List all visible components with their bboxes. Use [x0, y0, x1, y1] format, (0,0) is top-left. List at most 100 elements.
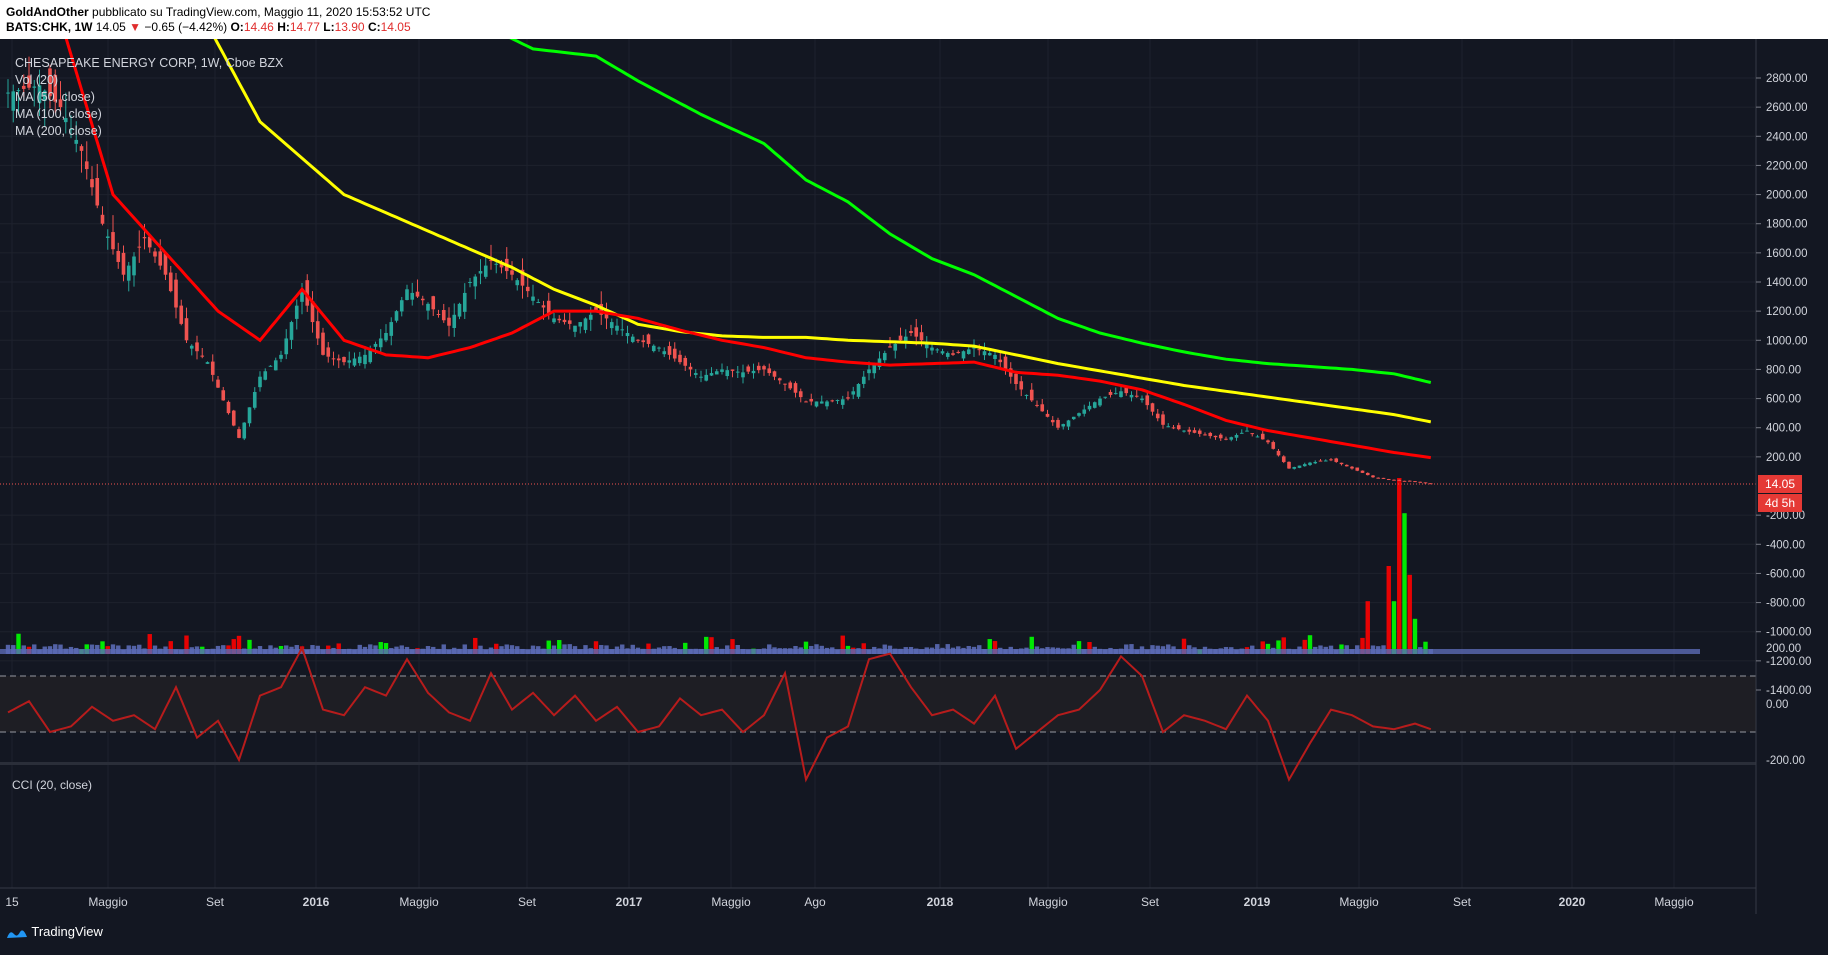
candle-body — [305, 280, 310, 306]
candle-body — [447, 317, 451, 326]
candle-body — [499, 261, 504, 268]
cci-axis[interactable]: 200.00 0.00 -200.00 — [1766, 643, 1805, 767]
candle-body — [242, 422, 247, 439]
volume-bar — [704, 636, 709, 654]
candle-body — [74, 139, 79, 144]
candle-body — [1318, 460, 1323, 462]
footer-brand[interactable]: TradingView — [31, 924, 103, 939]
legend-ma100[interactable]: MA (100, close) — [15, 107, 102, 121]
volume-bar — [992, 641, 998, 654]
candle-body — [1407, 480, 1412, 482]
volume-bar — [147, 634, 152, 654]
candle-body — [525, 286, 530, 292]
down-arrow-icon: ▼ — [129, 20, 142, 34]
candle-body — [494, 263, 499, 265]
candle-body — [1234, 435, 1239, 438]
time-tick-label: Ago — [804, 895, 826, 909]
candle-body — [672, 348, 677, 359]
candle-body — [599, 303, 604, 315]
candle-body — [567, 320, 572, 324]
volume-bar — [168, 641, 173, 654]
candle-body — [1003, 356, 1008, 370]
candle-body — [100, 214, 105, 224]
author[interactable]: GoldAndOther — [6, 5, 89, 19]
candle-body — [998, 359, 1003, 363]
candle-body — [578, 322, 583, 327]
candle-body — [326, 347, 331, 357]
candle-body — [1350, 466, 1354, 469]
candle-body — [1339, 462, 1344, 465]
volume-bar — [1365, 601, 1370, 654]
candle-body — [788, 382, 793, 389]
candle-body — [105, 236, 110, 238]
candle-body — [620, 329, 625, 331]
candle-body — [336, 358, 341, 361]
candle-body — [420, 298, 425, 301]
candle-body — [1014, 373, 1018, 384]
legend-ma200[interactable]: MA (200, close) — [15, 124, 102, 138]
price-axis[interactable]: 2800.00 2600.00 2400.00 2200.00 2000.00 1800.… — [1756, 73, 1811, 697]
candle-body — [804, 401, 808, 403]
candle-body — [798, 391, 803, 398]
candle-body — [300, 289, 304, 302]
candle-body — [683, 357, 688, 366]
time-tick-label: Set — [206, 895, 225, 909]
candle-body — [1323, 460, 1328, 462]
volume-bar — [494, 643, 499, 654]
volume-bar — [1360, 637, 1365, 654]
close-label: C: — [367, 20, 381, 34]
candle-body — [1203, 434, 1207, 436]
candle-body — [945, 353, 950, 357]
volume-bar — [709, 637, 714, 654]
price-tick-label: 1000.00 — [1766, 335, 1808, 347]
price-tick-label: -200.00 — [1766, 510, 1805, 522]
candle-body — [310, 301, 315, 323]
candle-body — [515, 280, 520, 286]
candle-body — [63, 118, 68, 123]
candle-body — [1255, 436, 1260, 438]
candle-body — [867, 369, 871, 374]
tradingview-logo-icon — [7, 929, 27, 938]
candle-body — [394, 311, 399, 321]
candle-body — [321, 332, 325, 355]
price-tick-label: 2400.00 — [1766, 131, 1808, 143]
legend-vol[interactable]: Vol (20) — [15, 73, 59, 87]
candle-body — [1360, 470, 1365, 473]
candle-body — [956, 351, 961, 354]
candle-body — [546, 300, 551, 313]
candle-body — [84, 161, 89, 170]
candle-body — [1124, 387, 1129, 394]
candle-body — [268, 365, 273, 367]
volume-bar — [987, 639, 992, 654]
legend-ma50[interactable]: MA (50, close) — [15, 90, 95, 104]
volume-bar — [16, 633, 21, 654]
pane-separator[interactable] — [0, 762, 1756, 765]
candle-body — [226, 401, 231, 414]
candle-body — [1376, 477, 1381, 479]
time-tick-label: Maggio — [711, 895, 751, 909]
candle-body — [410, 292, 415, 300]
candle-body — [1386, 479, 1391, 481]
candle-body — [431, 296, 436, 310]
high-value: 14.77 — [289, 20, 320, 34]
candle-body — [872, 363, 877, 374]
candle-body — [919, 332, 924, 341]
header-line-2: BATS:CHK, 1W 14.05 ▼ −0.65 (−4.42%) O:14… — [6, 20, 411, 34]
cci-legend[interactable]: CCI (20, close) — [12, 778, 93, 792]
candle-body — [426, 303, 430, 311]
candle-body — [678, 354, 682, 363]
time-tick-label: Maggio — [1654, 895, 1694, 909]
candle-body — [1071, 416, 1076, 420]
candle-body — [289, 322, 294, 340]
price-tick-label: 600.00 — [1766, 394, 1801, 406]
time-axis[interactable]: 15 Maggio Set 2016 Maggio Set 2017 Maggio Ago 201… — [5, 895, 1694, 909]
price-tick-label: 1400.00 — [1766, 277, 1808, 289]
last-price: 14.05 — [95, 20, 126, 34]
candle-body — [1344, 464, 1349, 467]
candle-body — [279, 354, 283, 359]
candle-body — [893, 343, 898, 351]
price-chart[interactable]: 2800.00 2600.00 2400.00 2200.00 2000.00 1800.… — [0, 39, 1828, 955]
time-tick-label: 2018 — [927, 895, 954, 909]
candle-body — [478, 271, 483, 274]
low-label: L: — [323, 20, 335, 34]
